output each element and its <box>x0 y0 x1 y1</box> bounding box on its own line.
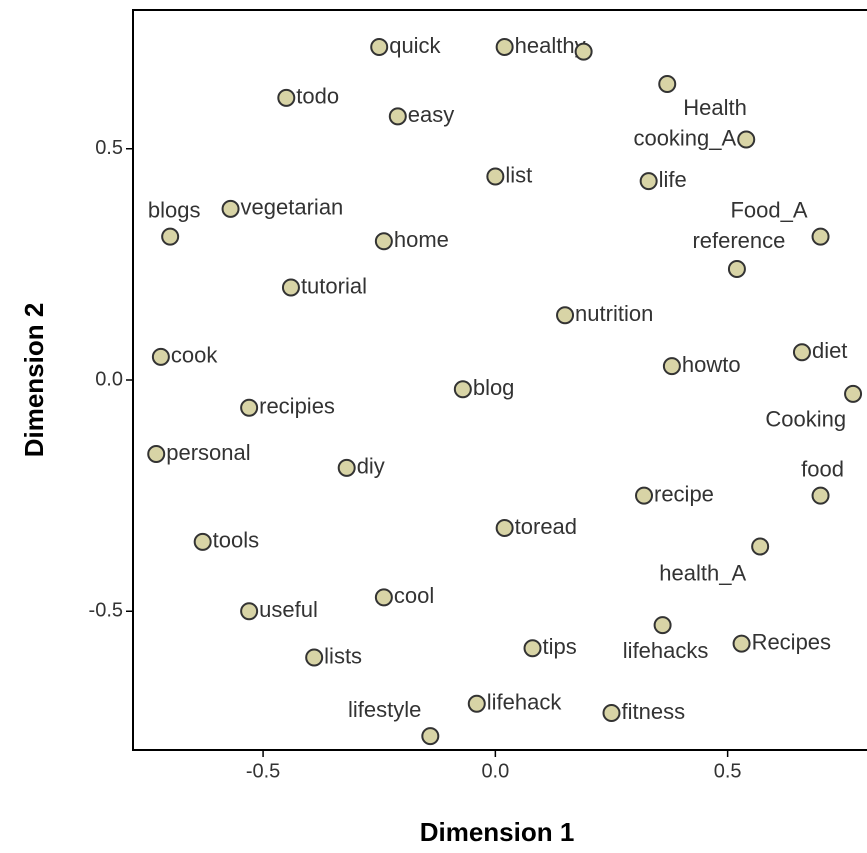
point <box>151 347 170 366</box>
point-label: lifehacks <box>623 638 709 663</box>
point <box>388 107 407 126</box>
point-label: health_A <box>659 560 746 585</box>
point <box>574 42 593 61</box>
point <box>727 260 746 278</box>
point-label: tips <box>543 634 577 659</box>
point <box>337 458 356 477</box>
point <box>844 384 863 403</box>
point <box>240 602 259 621</box>
point-label: diet <box>812 338 847 363</box>
point-label: tools <box>213 528 259 553</box>
point-label: blogs <box>148 197 201 222</box>
point <box>467 694 486 713</box>
point-label: cooking_A <box>633 125 736 150</box>
point <box>653 616 672 635</box>
point-label: cool <box>394 583 434 608</box>
point-label: life <box>659 167 687 192</box>
x-tick-label: 0.0 <box>481 760 509 782</box>
point <box>662 357 681 376</box>
point-label: Food_A <box>730 197 807 222</box>
point <box>147 445 166 463</box>
point <box>277 88 296 107</box>
x-tick-label: 0.5 <box>714 760 742 782</box>
point <box>193 532 212 551</box>
point-label: toread <box>515 514 577 539</box>
x-tick-label: -0.5 <box>246 760 280 782</box>
point <box>523 639 542 658</box>
point-label: food <box>801 456 844 481</box>
point <box>495 519 514 537</box>
point <box>792 343 811 362</box>
point <box>221 199 240 218</box>
point-label: Health <box>683 95 747 120</box>
point <box>281 278 300 297</box>
point-label: lists <box>324 643 362 668</box>
point-label: cook <box>171 343 218 368</box>
point-label: Cooking <box>765 407 846 432</box>
point-label: list <box>505 162 532 187</box>
y-axis-title: Dimension 2 <box>19 303 49 458</box>
point-label: todo <box>296 84 339 109</box>
point <box>374 232 393 251</box>
point-label: easy <box>408 102 454 127</box>
y-tick-label: -0.5 <box>89 600 123 622</box>
point <box>421 727 440 746</box>
point-label: home <box>394 227 449 252</box>
point-label: personal <box>166 440 250 465</box>
point <box>161 227 180 246</box>
point <box>240 398 259 417</box>
point-label: fitness <box>621 699 685 724</box>
point-label: Recipes <box>752 629 831 654</box>
point-label: lifestyle <box>348 697 421 722</box>
point <box>602 704 621 722</box>
point-label: nutrition <box>575 301 653 326</box>
point-label: reference <box>692 228 785 253</box>
point <box>453 380 472 399</box>
point-label: healthy <box>515 33 586 58</box>
point <box>811 486 830 505</box>
point <box>751 537 770 556</box>
point-label: blog <box>473 375 515 400</box>
point <box>486 167 505 186</box>
point <box>370 38 389 56</box>
point <box>305 648 324 667</box>
point <box>635 486 654 505</box>
point <box>658 75 677 93</box>
point-label: diy <box>357 454 385 479</box>
point-label: useful <box>259 597 318 622</box>
y-tick-label: 0.0 <box>95 368 123 390</box>
point-label: howto <box>682 352 741 377</box>
point <box>639 172 658 191</box>
point-label: tutorial <box>301 273 367 298</box>
point-label: lifehack <box>487 690 563 715</box>
point-label: quick <box>389 33 441 58</box>
point <box>811 227 830 246</box>
x-axis-title: Dimension 1 <box>420 817 575 847</box>
point-label: recipies <box>259 394 335 419</box>
point <box>737 130 756 149</box>
point <box>374 588 393 607</box>
point <box>495 38 514 56</box>
point-label: recipe <box>654 481 714 506</box>
point <box>556 306 575 325</box>
point-label: vegetarian <box>241 195 344 220</box>
y-tick-label: 0.5 <box>95 137 123 159</box>
point <box>732 634 751 653</box>
